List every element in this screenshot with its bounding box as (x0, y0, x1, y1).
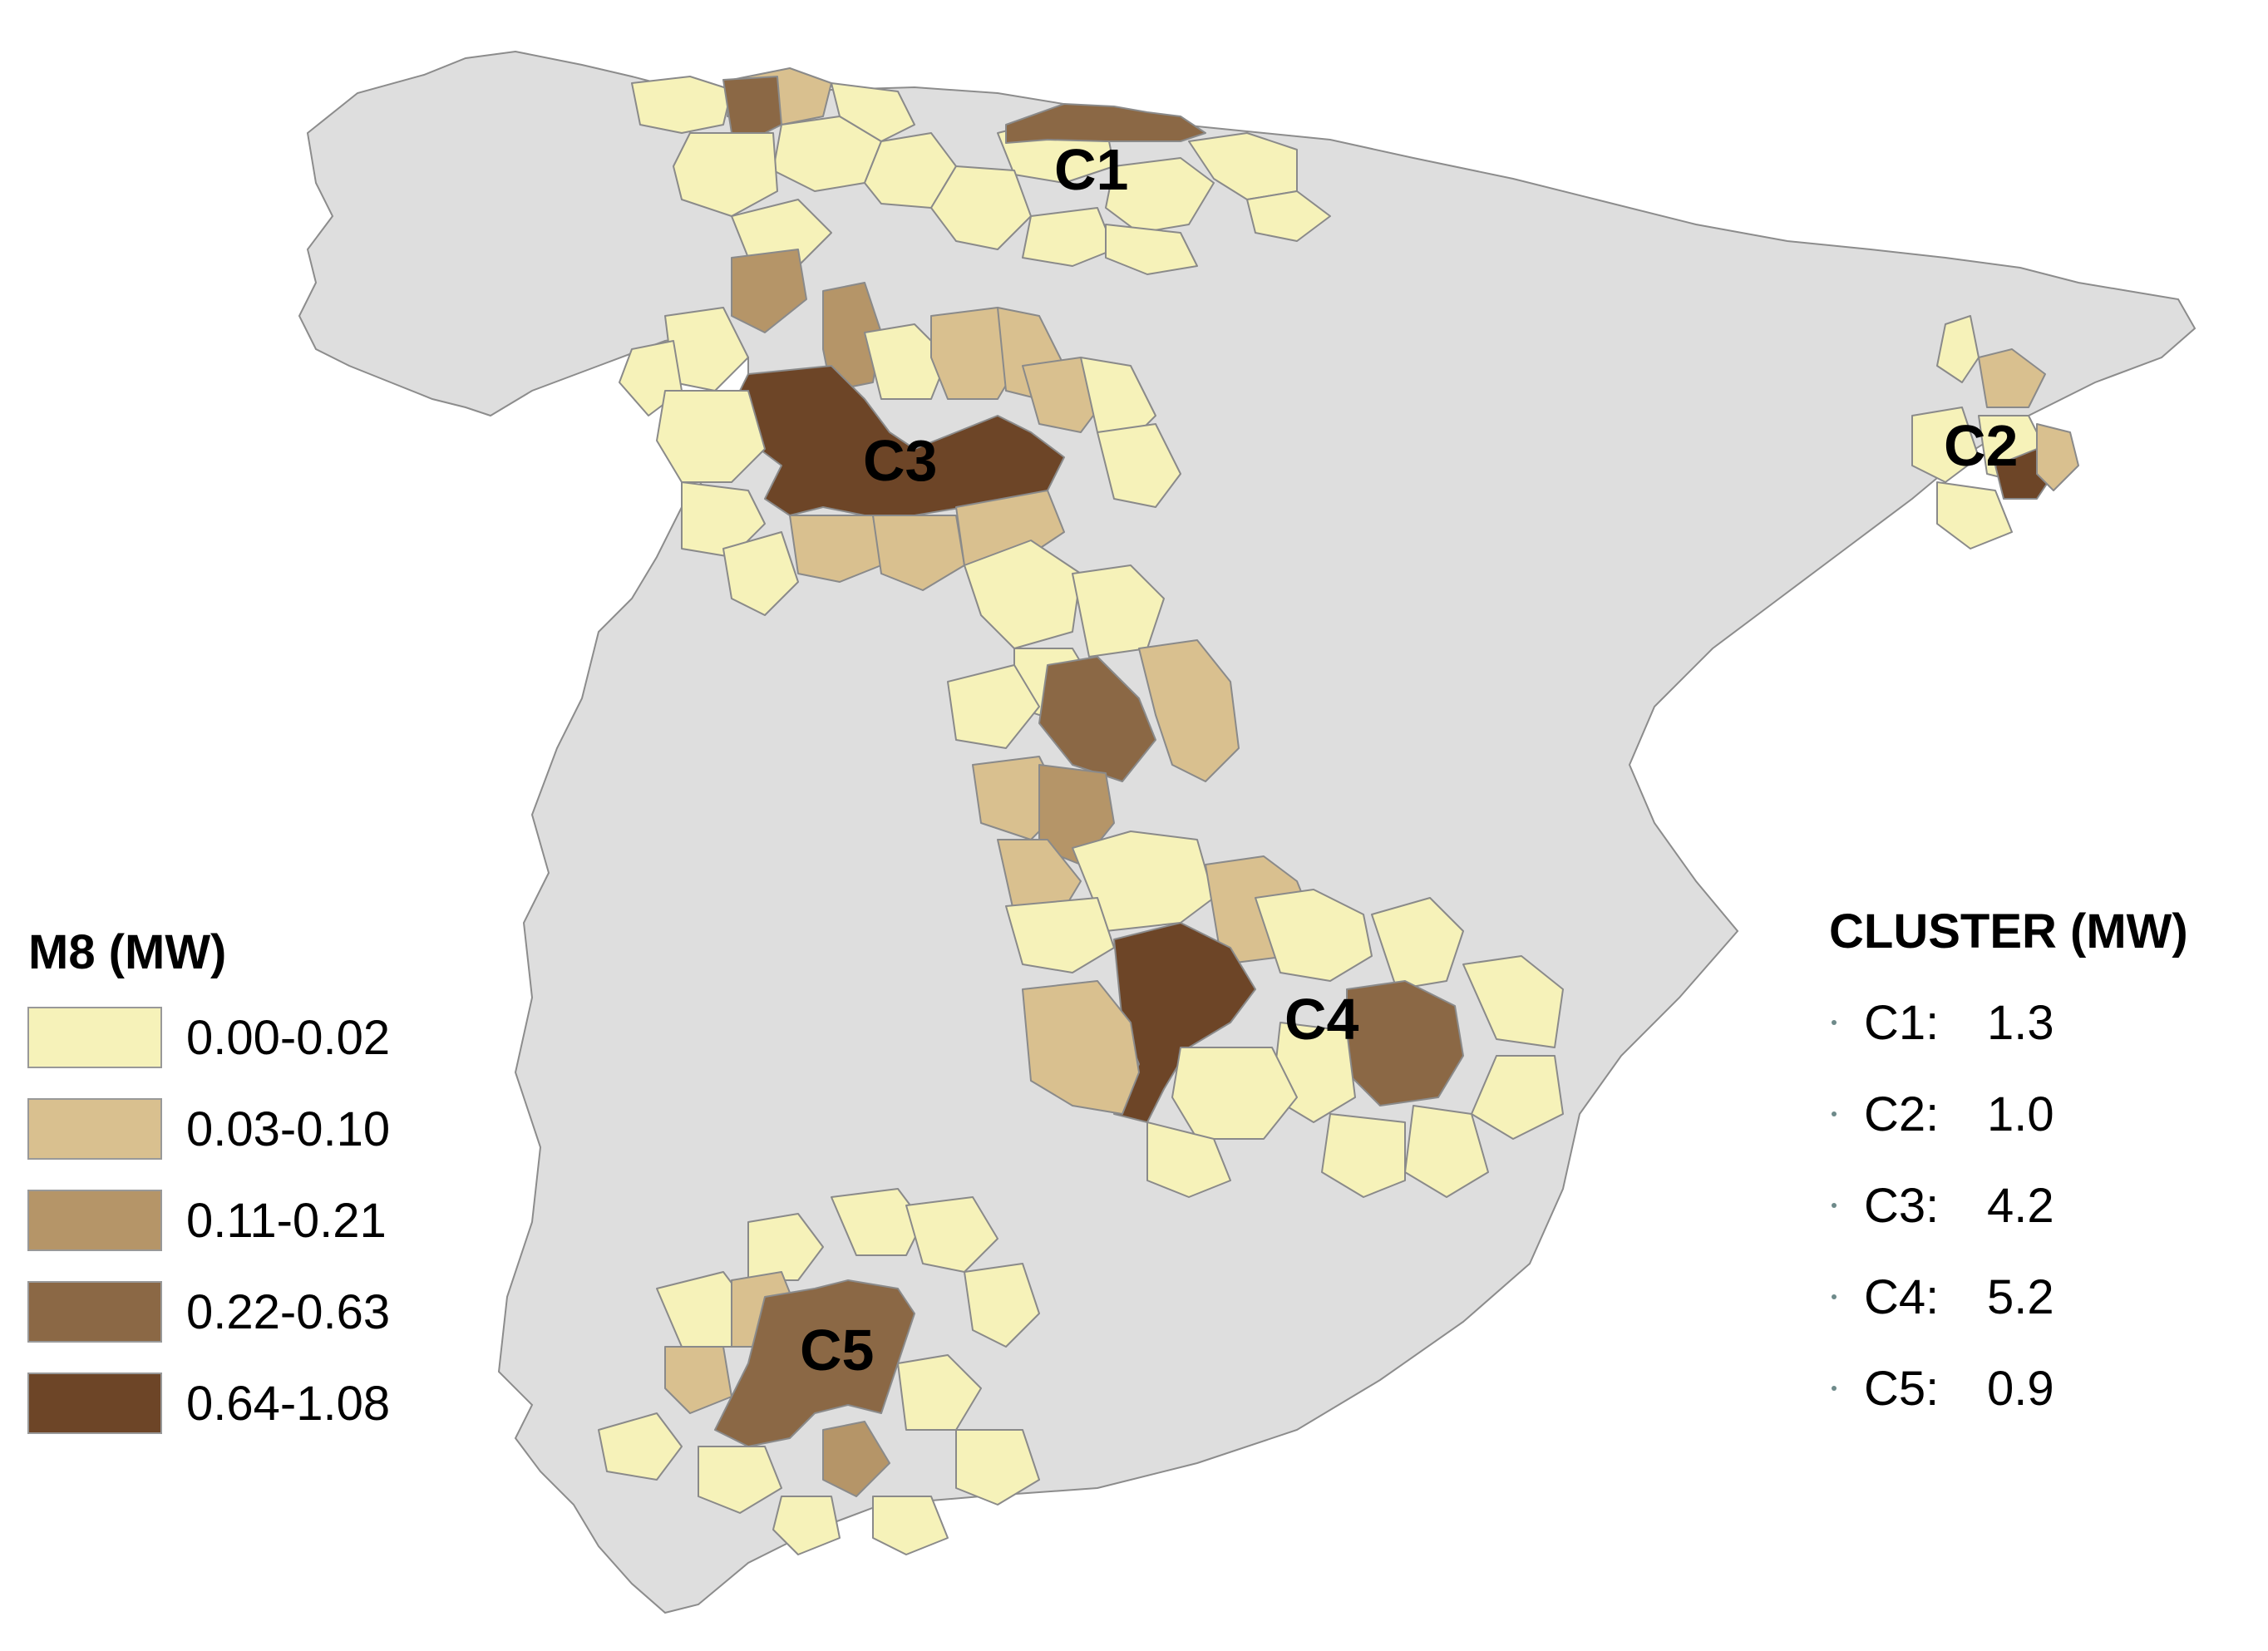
region-polygon (1978, 348, 2046, 408)
legend-cluster-dot (1832, 1386, 1837, 1391)
region-polygon (897, 1354, 982, 1431)
cluster-label-c4: C4 (1284, 987, 1359, 1052)
legend-m8-swatch (27, 1373, 162, 1434)
region-polygon (731, 199, 832, 267)
region-polygon (1936, 315, 1980, 383)
region-polygon (831, 1188, 924, 1256)
legend-cluster-value: 1.3 (1987, 996, 2054, 1050)
region-polygon (1022, 980, 1140, 1115)
region-polygon (1038, 656, 1156, 782)
region-polygon (1105, 224, 1198, 275)
region-polygon (789, 515, 882, 583)
legend-cluster-dot (1832, 1294, 1837, 1299)
region-polygon (955, 1429, 1040, 1506)
cluster-label-c1: C1 (1054, 137, 1128, 202)
region-polygon (1371, 897, 1464, 990)
region-polygon (1105, 157, 1215, 234)
legend-cluster-name: C3: (1864, 1179, 1939, 1233)
region-polygon (1404, 1105, 1489, 1198)
region-polygon (947, 664, 1040, 749)
region-polygon (964, 1263, 1040, 1348)
region-polygon (1911, 407, 1980, 483)
region-polygon (1097, 423, 1181, 508)
legend-cluster-name: C4: (1864, 1270, 1939, 1324)
legend-cluster-name: C1: (1864, 996, 1939, 1050)
region-polygon (747, 1213, 824, 1281)
legend-m8-swatch (27, 1098, 162, 1160)
region-polygon (681, 481, 766, 558)
region-polygon (1321, 1113, 1406, 1198)
region-polygon (731, 249, 807, 333)
region-polygon (698, 1446, 782, 1514)
legend-m8-label: 0.00-0.02 (186, 1011, 390, 1065)
legend-m8-label: 0.11-0.21 (186, 1194, 387, 1248)
legend-m8-swatch (27, 1007, 162, 1068)
legend-m8-swatch (27, 1281, 162, 1343)
region-polygon (822, 282, 882, 392)
region-polygon (714, 1279, 915, 1447)
region-polygon (722, 531, 799, 616)
region-polygon (1005, 103, 1206, 144)
region-polygon (872, 1496, 949, 1555)
legend-m8: M8 (MW) 0.00-0.02 0.03-0.10 0.11-0.21 0.22-… (27, 925, 390, 1434)
region-polygon (1072, 564, 1165, 658)
region-polygon (772, 1496, 841, 1555)
legend-cluster-dot (1832, 1111, 1837, 1116)
region-polygon (1022, 207, 1115, 267)
region-polygon (1005, 897, 1115, 973)
legend-m8-label: 0.03-0.10 (186, 1102, 390, 1156)
legend-cluster-dot (1832, 1020, 1837, 1025)
cluster-label-c2: C2 (1944, 413, 2018, 478)
region-polygon (1471, 1055, 1564, 1140)
region-polygon (656, 390, 766, 483)
legend-cluster-name: C5: (1864, 1362, 1939, 1416)
region-polygon (1146, 1121, 1231, 1198)
legend-m8-label: 0.22-0.63 (186, 1285, 390, 1339)
municipality-regions (598, 67, 2079, 1555)
region-polygon (598, 1412, 683, 1481)
region-polygon (1246, 190, 1331, 242)
region-polygon (905, 1196, 998, 1273)
region-polygon (831, 82, 915, 142)
region-polygon (872, 515, 965, 591)
legend-cluster-dot (1832, 1203, 1837, 1208)
cluster-label-c3: C3 (863, 428, 937, 493)
legend-cluster-name: C2: (1864, 1087, 1939, 1141)
region-polygon (1462, 955, 1564, 1048)
legend-cluster-title: CLUSTER (MW) (1829, 904, 2188, 959)
legend-m8-label: 0.64-1.08 (186, 1377, 390, 1431)
region-polygon (1138, 639, 1240, 782)
region-polygon (2036, 423, 2079, 491)
legend-cluster-value: 5.2 (1987, 1270, 2054, 1324)
region-polygon (964, 540, 1082, 649)
region-polygon (664, 1346, 732, 1414)
legend-cluster-value: 1.0 (1987, 1087, 2054, 1141)
region-polygon (1936, 481, 2013, 550)
region-polygon (1255, 889, 1373, 982)
legend-m8-title: M8 (MW) (28, 925, 226, 979)
legend-cluster-value: 4.2 (1987, 1179, 2054, 1233)
legend-m8-swatch (27, 1190, 162, 1251)
region-polygon (631, 76, 732, 134)
region-polygon (1171, 1047, 1298, 1140)
region-polygon (930, 165, 1032, 250)
region-polygon (822, 1421, 890, 1497)
cluster-label-c5: C5 (800, 1318, 874, 1382)
legend-cluster-value: 0.9 (1987, 1362, 2054, 1416)
legend-cluster: CLUSTER (MW) C1: 1.3 C2: 1.0 C3: 4.2 C4: 5.2 C5:… (1829, 904, 2188, 1416)
